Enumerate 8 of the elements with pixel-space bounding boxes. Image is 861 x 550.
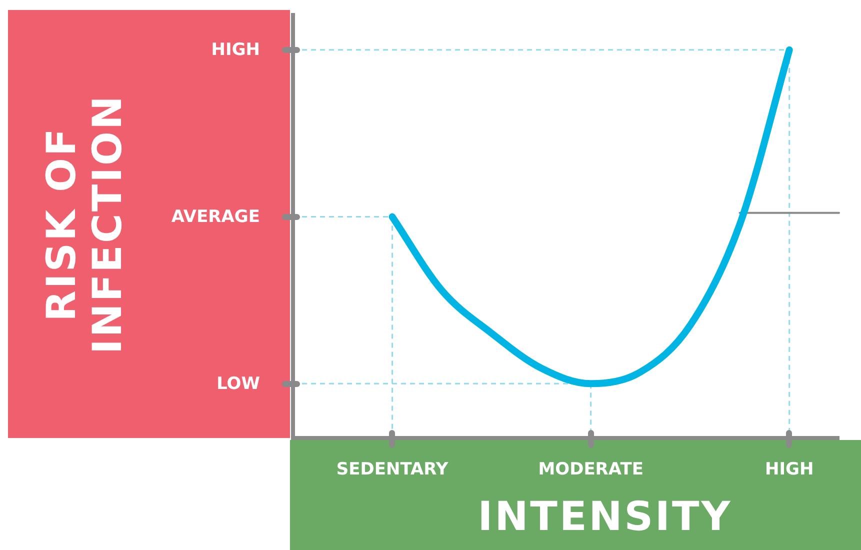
ref-line-label: HIGH: [211, 40, 260, 60]
x-tick-label: SEDENTARY: [336, 460, 449, 480]
x-tick-label: HIGH: [764, 460, 814, 480]
ref-line-label: AVERAGE: [171, 206, 260, 227]
y-axis-title: RISK OF INFECTION: [39, 93, 131, 356]
x-axis-title: INTENSITY: [478, 494, 732, 540]
x-tick-label: MODERATE: [538, 460, 644, 480]
ref-line-label: LOW: [216, 374, 260, 394]
